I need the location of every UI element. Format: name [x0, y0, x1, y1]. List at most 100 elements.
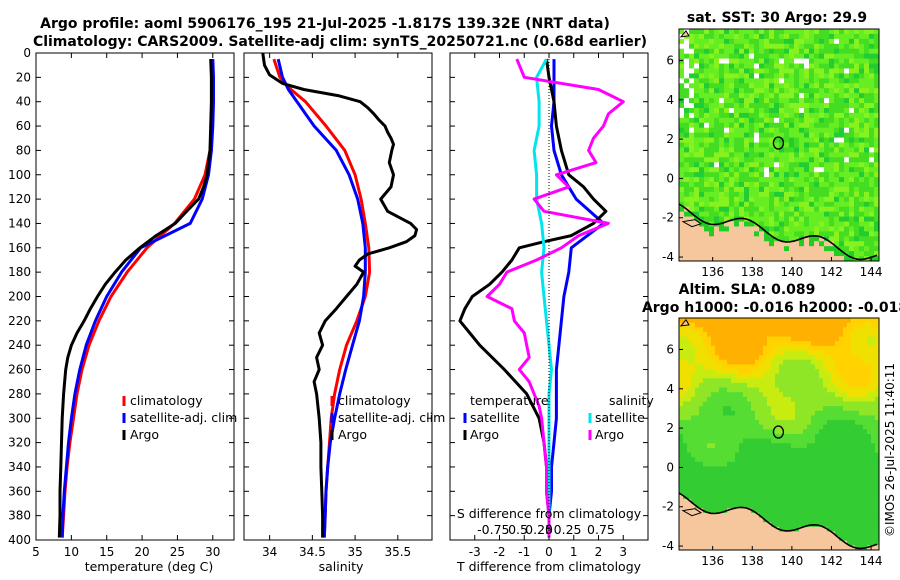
sla_map-cell: [871, 452, 876, 458]
sla_map-cell: [815, 517, 820, 523]
sla_map-cell: [703, 359, 708, 365]
sla_map-cell: [699, 461, 704, 468]
sst_map-cell: [824, 246, 830, 252]
sla_map-cell: [823, 359, 828, 365]
sla_map-cell: [743, 424, 748, 430]
sla_map-cell: [735, 512, 740, 519]
sst_map-cell: [749, 98, 755, 104]
sla_map-cell: [735, 429, 740, 435]
sla_map-cell: [695, 327, 700, 333]
sla_map-cell: [791, 517, 796, 523]
sla_map-cell: [763, 429, 768, 435]
sst_map-cell: [764, 167, 770, 173]
sla_map-cell: [851, 503, 856, 509]
sst_map-cell: [699, 191, 705, 198]
sst_map-cell: [869, 152, 875, 158]
sla_map-cell: [795, 452, 800, 458]
sst_map-cell: [834, 182, 840, 188]
sla_map-cell: [699, 512, 704, 519]
sst_map-cell: [749, 226, 755, 232]
difference-s-tick-label: 0.5: [508, 522, 528, 537]
sst_map-cell: [704, 73, 710, 79]
sst_map-cell: [839, 122, 845, 129]
sst_map-cell: [739, 241, 745, 247]
sla_map-cell: [747, 420, 752, 426]
sla_map-cell: [795, 545, 800, 550]
sst_map-cell: [824, 211, 830, 218]
sla_map-cell: [743, 382, 748, 389]
sla_map-cell: [735, 443, 740, 449]
sla_map-cell: [831, 452, 836, 458]
sla_map-cell: [751, 396, 756, 403]
sst_map-cell: [854, 251, 860, 257]
sla_map-cell: [679, 382, 684, 389]
sla_map-cell: [751, 318, 756, 324]
sst_map-cell: [699, 196, 705, 203]
sla_map-cell: [843, 331, 848, 338]
sla_map-cell: [851, 498, 856, 505]
sla_map-cell: [831, 341, 836, 347]
sla_map-cell: [827, 443, 832, 449]
sla_map-cell: [683, 382, 688, 389]
sst_map-cell: [784, 177, 790, 183]
sst_map-cell: [764, 236, 770, 242]
sst_map-cell: [804, 157, 810, 163]
sst_map-cell: [709, 182, 715, 188]
sla_map-cell: [787, 485, 792, 491]
sst_map-cell: [869, 216, 875, 223]
sst_map-cell: [869, 236, 875, 242]
sla_map-cell: [707, 350, 712, 356]
salinity-xtick-label: 35: [347, 545, 362, 559]
sst_map-cell: [769, 246, 775, 252]
sst_map-cell: [794, 167, 800, 173]
sst_map-cell: [699, 107, 705, 114]
sla_map-cell: [863, 517, 868, 523]
sst_map-cell: [819, 103, 825, 109]
sla_map-cell: [727, 382, 732, 389]
sla_map-cell: [703, 345, 708, 352]
sla_map-cell: [679, 392, 684, 398]
sst_map-cell: [804, 177, 810, 183]
sla_map-cell: [747, 318, 752, 324]
sla_map-cell: [719, 531, 724, 537]
sst_map-cell: [844, 63, 850, 70]
sla_map-cell: [835, 401, 840, 407]
sla_map-cell: [811, 536, 816, 542]
sst_map-cell: [714, 206, 720, 213]
sla_map-cell: [843, 322, 848, 328]
sla_map-cell: [827, 406, 832, 412]
sst_map-cell: [874, 162, 879, 168]
sst_map-cell: [864, 162, 870, 168]
sst_map-cell: [709, 152, 715, 158]
sla_map-cell: [723, 396, 728, 403]
sla_map-cell: [771, 480, 776, 486]
sst_map-cell: [839, 88, 845, 94]
sla_map-cell: [803, 438, 808, 444]
sst_map-cell: [839, 152, 845, 158]
sst_map-cell: [784, 58, 790, 65]
sla_map-cell: [683, 466, 688, 472]
sla_map-cell: [747, 382, 752, 389]
sla_map-cell: [827, 359, 832, 365]
sst_map-cell: [689, 172, 695, 178]
sst_map-cell: [749, 33, 755, 40]
sla_map-cell: [731, 415, 736, 421]
sla_map-cell: [787, 359, 792, 365]
sla_map-cell: [767, 438, 772, 444]
sla_map-cell: [831, 508, 836, 514]
sst_map-cell: [694, 93, 700, 99]
sla_map-cell: [839, 503, 844, 509]
sla_map-cell: [723, 498, 728, 505]
sla_map-cell: [823, 536, 828, 542]
sst_map-cell: [709, 63, 715, 70]
sla_map-cell: [791, 322, 796, 328]
sst_map-cell: [774, 191, 780, 198]
sst_map-cell: [759, 48, 765, 55]
sst_map-cell: [834, 251, 840, 257]
sst_map-cell: [774, 196, 780, 203]
sla_map-cell: [727, 401, 732, 407]
sst_map-cell: [724, 226, 730, 232]
sst_map-cell: [844, 157, 850, 163]
sst_map-cell: [849, 226, 855, 232]
sst_map-cell: [874, 112, 879, 119]
